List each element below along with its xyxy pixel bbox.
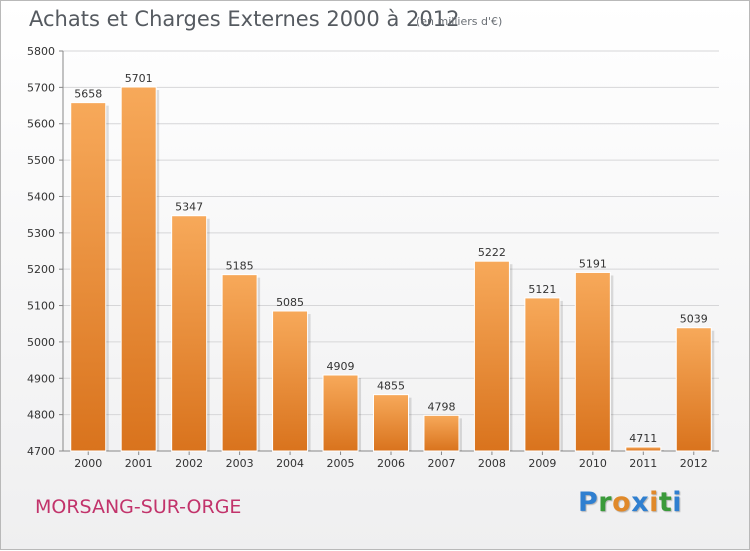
x-tick-label: 2006 — [377, 457, 405, 470]
value-label: 5085 — [276, 296, 304, 309]
x-tick-label: 2012 — [680, 457, 708, 470]
bar-2011 — [625, 446, 662, 452]
value-label: 5121 — [528, 283, 556, 296]
y-tick-label: 5300 — [27, 227, 55, 240]
y-tick-label: 5100 — [27, 300, 55, 313]
logo-letter: x — [631, 487, 650, 518]
value-label: 5222 — [478, 246, 506, 259]
x-tick-label: 2007 — [427, 457, 455, 470]
value-labels: 5658 5701 5347 5185 5085 4909 4855 4798 5222 5121… — [74, 72, 708, 445]
value-label: 5039 — [680, 313, 708, 326]
x-tick-label: 2009 — [528, 457, 556, 470]
bar-2003 — [221, 274, 258, 452]
bar-2004 — [272, 310, 309, 452]
y-tick-label: 5800 — [27, 45, 55, 58]
x-tick-labels: 2000 2001 2002 2003 2004 2005 2006 2007 2008 2009… — [74, 457, 708, 470]
logo-letter: i — [672, 487, 683, 518]
bar-2005 — [322, 374, 359, 452]
value-label: 5347 — [175, 201, 203, 214]
x-tick-label: 2008 — [478, 457, 506, 470]
x-tick-label: 2004 — [276, 457, 304, 470]
y-tick-label: 4900 — [27, 372, 55, 385]
value-label: 5701 — [125, 72, 153, 85]
city-name: MORSANG-SUR-ORGE — [35, 496, 242, 518]
x-tick-label: 2001 — [125, 457, 153, 470]
bar-2012 — [675, 327, 712, 452]
y-tick-label: 5500 — [27, 154, 55, 167]
value-label: 5191 — [579, 257, 607, 270]
bars — [70, 86, 715, 452]
bar-2010 — [574, 271, 611, 452]
bar-2006 — [373, 394, 409, 452]
value-label: 4909 — [327, 360, 355, 373]
logo-letter: t — [658, 487, 673, 518]
bar-2007 — [423, 414, 460, 452]
y-tick-label: 5200 — [27, 263, 55, 276]
value-label: 5658 — [74, 88, 102, 101]
x-tick-label: 2005 — [327, 457, 355, 470]
x-tick-label: 2000 — [74, 457, 102, 470]
chart-title: Achats et Charges Externes 2000 à 2012 — [29, 7, 460, 31]
logo-letter: r — [598, 487, 613, 518]
proxiti-logo: Proxiti — [578, 487, 682, 518]
bar-2001 — [120, 86, 157, 452]
value-label: 5185 — [226, 260, 254, 273]
y-tick-label: 5000 — [27, 336, 55, 349]
bar-2002 — [171, 215, 208, 452]
y-tick-label: 4700 — [27, 445, 55, 458]
y-tick-label: 4800 — [27, 409, 55, 422]
x-tick-label: 2011 — [629, 457, 657, 470]
value-label: 4798 — [427, 400, 455, 413]
bar-2000 — [70, 102, 107, 452]
y-tick-label: 5400 — [27, 190, 55, 203]
x-tick-label: 2010 — [579, 457, 607, 470]
chart-subtitle: (en milliers d'€) — [416, 15, 503, 28]
y-tick-label: 5700 — [27, 81, 55, 94]
y-tick-label: 5600 — [27, 118, 55, 131]
bar-2008 — [473, 260, 510, 452]
x-tick-label: 2002 — [175, 457, 203, 470]
logo-letter: o — [612, 487, 632, 518]
value-label: 4855 — [377, 380, 405, 393]
y-tick-labels: 4700 4800 4900 5000 5100 5200 5300 5400 5500 5600… — [27, 45, 55, 458]
value-label: 4711 — [629, 432, 657, 445]
bar-2009 — [524, 297, 561, 452]
logo-letter: P — [578, 487, 599, 518]
logo-letter: i — [649, 487, 659, 518]
x-tick-label: 2003 — [226, 457, 254, 470]
